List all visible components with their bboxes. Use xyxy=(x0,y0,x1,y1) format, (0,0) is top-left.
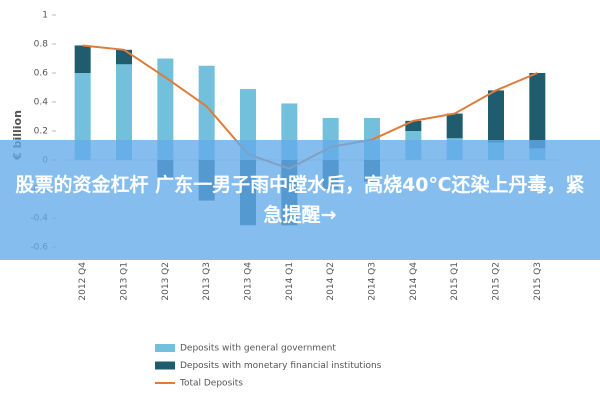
y-tick-label: 1 xyxy=(42,11,48,21)
bar xyxy=(198,65,215,160)
x-tick-label: 2015 Q1 xyxy=(450,262,460,301)
x-tick-label: 2013 Q3 xyxy=(202,262,212,301)
bar xyxy=(74,73,91,160)
x-tick-label: 2013 Q1 xyxy=(120,262,130,301)
y-tick-label: 0.6 xyxy=(34,69,49,79)
y-tick-label: 0.4 xyxy=(34,98,49,108)
bar xyxy=(405,120,422,131)
legend-swatch xyxy=(155,344,175,352)
bar xyxy=(529,73,546,149)
x-tick-label: 2013 Q2 xyxy=(161,262,171,301)
y-tick-label: 0.2 xyxy=(34,127,48,137)
banner: 股票的资金杠杆 广东一男子雨中蹚水后，高烧40℃还染上丹毒，紧急提醒→ xyxy=(0,140,600,260)
x-tick-label: 2012 Q4 xyxy=(78,262,88,301)
bar xyxy=(157,58,174,160)
y-tick-label: 0.8 xyxy=(34,40,49,50)
bar xyxy=(116,64,132,160)
legend-swatch xyxy=(155,361,175,370)
banner-text: 股票的资金杠杆 广东一男子雨中蹚水后，高烧40℃还染上丹毒，紧急提醒→ xyxy=(15,174,585,226)
x-tick-label: 2014 Q2 xyxy=(326,262,336,301)
legend-label: Deposits with monetary financial institu… xyxy=(180,361,382,371)
x-tick-label: 2014 Q3 xyxy=(368,262,378,301)
legend-label: Deposits with general government xyxy=(180,344,336,354)
bar xyxy=(116,49,132,65)
x-tick-label: 2013 Q4 xyxy=(244,262,254,301)
x-tick-label: 2015 Q3 xyxy=(533,262,543,301)
x-tick-label: 2015 Q2 xyxy=(492,262,502,301)
x-tick-label: 2014 Q1 xyxy=(285,262,295,301)
x-tick-label: 2014 Q4 xyxy=(409,262,419,301)
bar xyxy=(74,45,91,73)
legend-label: Total Deposits xyxy=(179,379,243,389)
bar xyxy=(488,90,504,143)
bar xyxy=(446,113,463,139)
